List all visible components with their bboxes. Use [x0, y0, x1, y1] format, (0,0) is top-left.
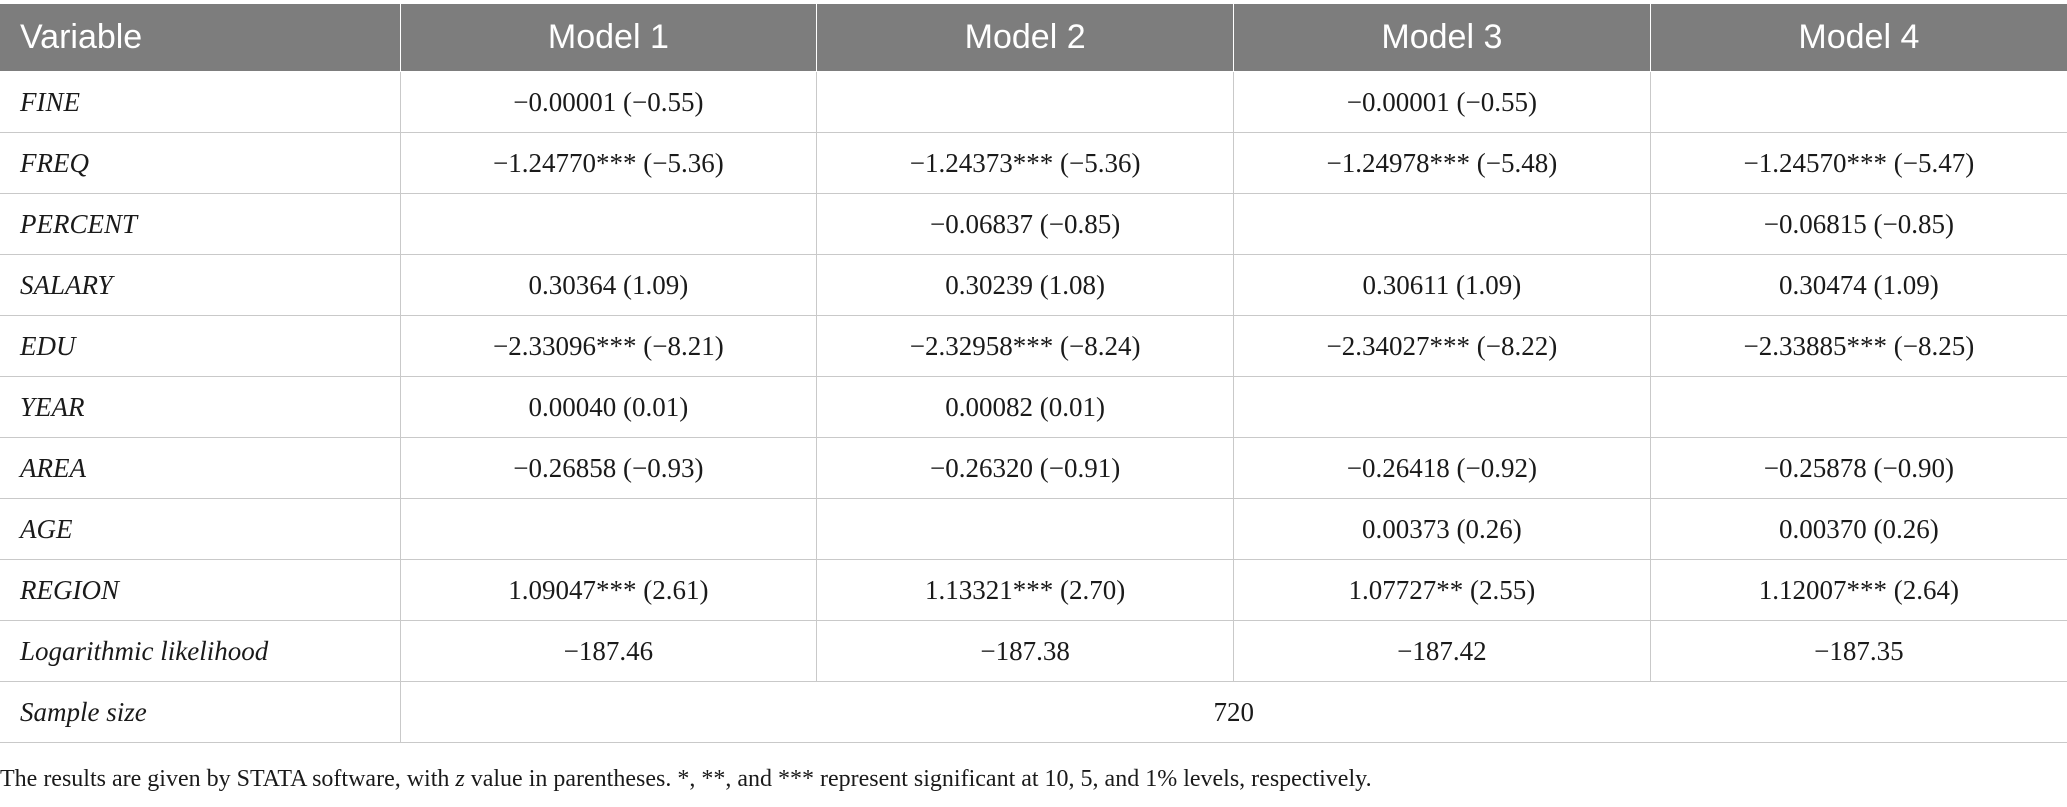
- model-1-value: −2.33096*** (−8.21): [399, 315, 818, 377]
- table-row: PERCENT −0.06837 (−0.85) −0.06815 (−0.85…: [0, 193, 2067, 255]
- model-4-value: 1.12007*** (2.64): [1649, 559, 2067, 621]
- table-row: FINE −0.00001 (−0.55) −0.00001 (−0.55): [0, 71, 2067, 133]
- header-model-2: Model 2: [816, 4, 1234, 72]
- variable-name: FINE: [0, 71, 401, 133]
- regression-results-table: Variable Model 1 Model 2 Model 3 Model 4…: [0, 4, 2067, 743]
- variable-name: AGE: [0, 498, 401, 560]
- model-1-value: −187.46: [399, 620, 818, 682]
- footnote-text-start: The results are given by STATA software,…: [0, 766, 456, 792]
- table-row: AGE 0.00373 (0.26) 0.00370 (0.26): [0, 498, 2067, 560]
- model-3-value: −0.00001 (−0.55): [1233, 71, 1651, 133]
- table-row: AREA −0.26858 (−0.93) −0.26320 (−0.91) −…: [0, 437, 2067, 499]
- header-variable: Variable: [0, 4, 401, 72]
- header-model-1: Model 1: [399, 4, 818, 72]
- sample-size-value: 720: [399, 681, 2067, 743]
- table-footnote: The results are given by STATA software,…: [0, 766, 1372, 793]
- model-2-value: [816, 71, 1234, 133]
- footnote-z-symbol: z: [455, 766, 465, 792]
- header-model-4: Model 4: [1649, 4, 2067, 72]
- sample-size-label: Sample size: [0, 681, 401, 743]
- table-row: EDU −2.33096*** (−8.21) −2.32958*** (−8.…: [0, 315, 2067, 377]
- table-row: FREQ −1.24770*** (−5.36) −1.24373*** (−5…: [0, 132, 2067, 194]
- model-4-value: −187.35: [1649, 620, 2067, 682]
- model-3-value: −187.42: [1233, 620, 1651, 682]
- variable-name: FREQ: [0, 132, 401, 194]
- model-4-value: [1649, 376, 2067, 438]
- table-body: FINE −0.00001 (−0.55) −0.00001 (−0.55) F…: [0, 71, 2067, 743]
- variable-name: Logarithmic likelihood: [0, 620, 401, 682]
- model-4-value: [1649, 71, 2067, 133]
- model-4-value: 0.30474 (1.09): [1649, 254, 2067, 316]
- model-2-value: 1.13321*** (2.70): [816, 559, 1234, 621]
- model-1-value: −0.00001 (−0.55): [399, 71, 818, 133]
- model-2-value: 0.30239 (1.08): [816, 254, 1234, 316]
- model-2-value: −187.38: [816, 620, 1234, 682]
- table-row: YEAR 0.00040 (0.01) 0.00082 (0.01): [0, 376, 2067, 438]
- model-4-value: −0.25878 (−0.90): [1649, 437, 2067, 499]
- header-row: Variable Model 1 Model 2 Model 3 Model 4: [0, 4, 2067, 72]
- model-3-value: [1233, 376, 1651, 438]
- model-1-value: 1.09047*** (2.61): [399, 559, 818, 621]
- variable-name: YEAR: [0, 376, 401, 438]
- footnote-text-end: value in parentheses. *, **, and *** rep…: [464, 766, 1372, 792]
- model-2-value: −1.24373*** (−5.36): [816, 132, 1234, 194]
- model-4-value: −1.24570*** (−5.47): [1649, 132, 2067, 194]
- model-1-value: [399, 498, 818, 560]
- model-1-value: 0.00040 (0.01): [399, 376, 818, 438]
- model-2-value: −0.26320 (−0.91): [816, 437, 1234, 499]
- table-header: Variable Model 1 Model 2 Model 3 Model 4: [0, 4, 2067, 72]
- model-2-value: −0.06837 (−0.85): [816, 193, 1234, 255]
- table-row: SALARY 0.30364 (1.09) 0.30239 (1.08) 0.3…: [0, 254, 2067, 316]
- model-4-value: −0.06815 (−0.85): [1649, 193, 2067, 255]
- model-2-value: 0.00082 (0.01): [816, 376, 1234, 438]
- variable-name: SALARY: [0, 254, 401, 316]
- model-3-value: 1.07727** (2.55): [1233, 559, 1651, 621]
- model-4-value: 0.00370 (0.26): [1649, 498, 2067, 560]
- model-3-value: −2.34027*** (−8.22): [1233, 315, 1651, 377]
- model-4-value: −2.33885*** (−8.25): [1649, 315, 2067, 377]
- model-1-value: −1.24770*** (−5.36): [399, 132, 818, 194]
- sample-size-row: Sample size 720: [0, 681, 2067, 743]
- table-row: REGION 1.09047*** (2.61) 1.13321*** (2.7…: [0, 559, 2067, 621]
- model-1-value: −0.26858 (−0.93): [399, 437, 818, 499]
- variable-name: REGION: [0, 559, 401, 621]
- model-1-value: [399, 193, 818, 255]
- model-2-value: [816, 498, 1234, 560]
- table-row: Logarithmic likelihood −187.46 −187.38 −…: [0, 620, 2067, 682]
- model-2-value: −2.32958*** (−8.24): [816, 315, 1234, 377]
- header-model-3: Model 3: [1233, 4, 1651, 72]
- model-3-value: [1233, 193, 1651, 255]
- variable-name: AREA: [0, 437, 401, 499]
- model-3-value: 0.30611 (1.09): [1233, 254, 1651, 316]
- model-3-value: 0.00373 (0.26): [1233, 498, 1651, 560]
- model-3-value: −0.26418 (−0.92): [1233, 437, 1651, 499]
- variable-name: PERCENT: [0, 193, 401, 255]
- model-3-value: −1.24978*** (−5.48): [1233, 132, 1651, 194]
- variable-name: EDU: [0, 315, 401, 377]
- model-1-value: 0.30364 (1.09): [399, 254, 818, 316]
